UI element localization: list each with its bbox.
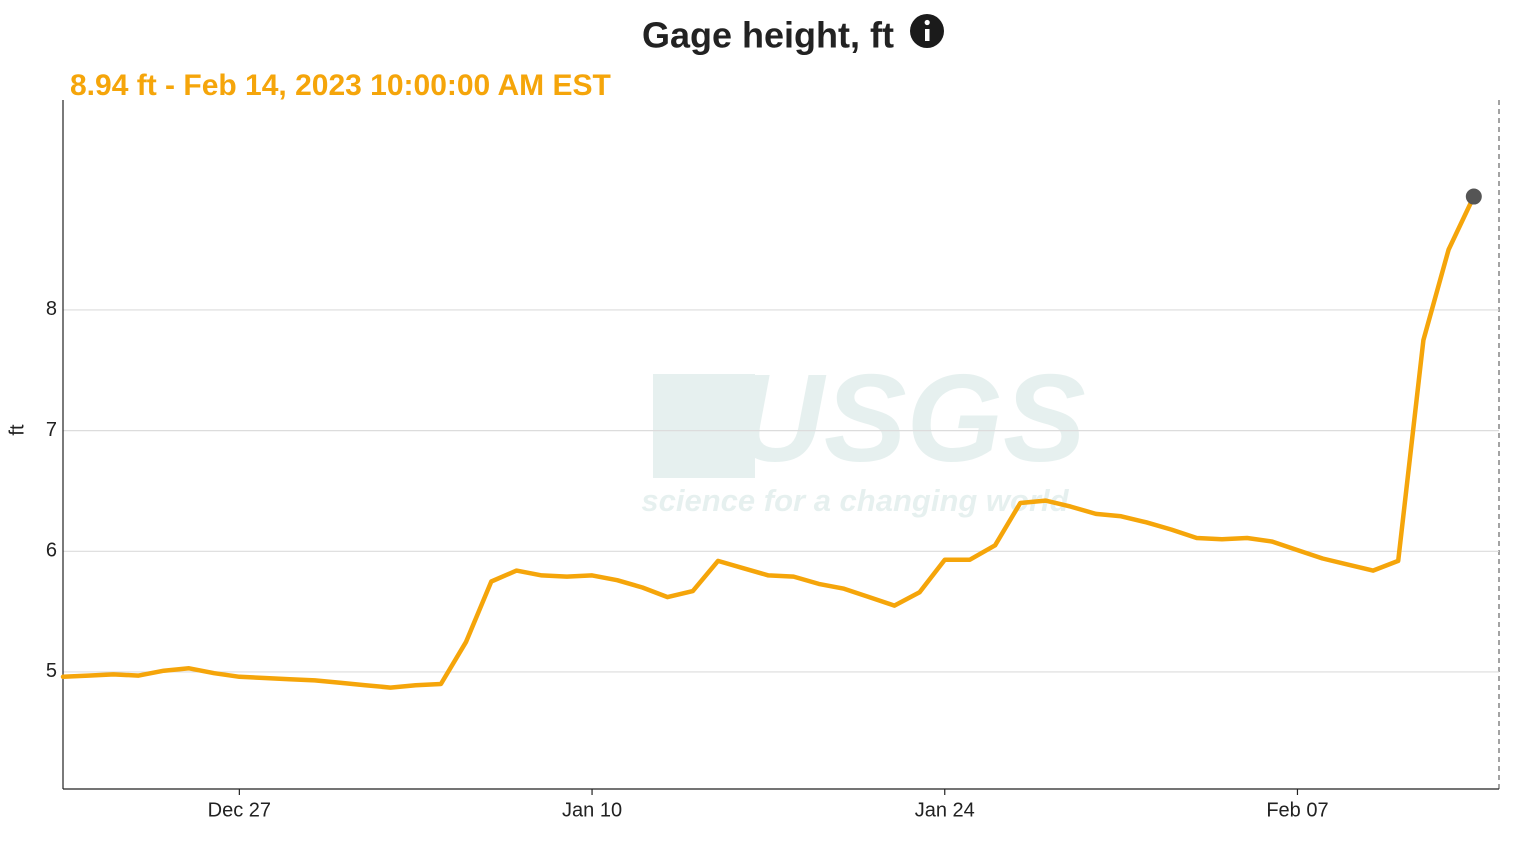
latest-point (1465, 188, 1482, 205)
x-tick-label: Feb 07 (1266, 799, 1328, 821)
x-tick-label: Jan 10 (562, 799, 622, 821)
chart-subtitle: 8.94 ft - Feb 14, 2023 10:00:00 AM EST (70, 69, 611, 102)
x-tick-label: Jan 24 (915, 799, 975, 821)
watermark-logo-mark (653, 374, 755, 478)
x-tick-label: Dec 27 (208, 799, 271, 821)
watermark-logo: USGS (734, 350, 1085, 488)
info-icon[interactable] (910, 14, 944, 48)
watermark: USGS science for a changing world (641, 350, 1085, 518)
y-tick-label: 8 (46, 298, 57, 320)
data-line (60, 194, 1477, 690)
watermark-tagline: science for a changing world (641, 483, 1069, 518)
y-axis-label: ft (6, 424, 28, 436)
chart-title: Gage height, ft (642, 15, 894, 56)
y-tick-label: 7 (46, 419, 57, 441)
y-tick-label: 5 (46, 660, 57, 682)
y-tick-label: 6 (46, 540, 57, 562)
